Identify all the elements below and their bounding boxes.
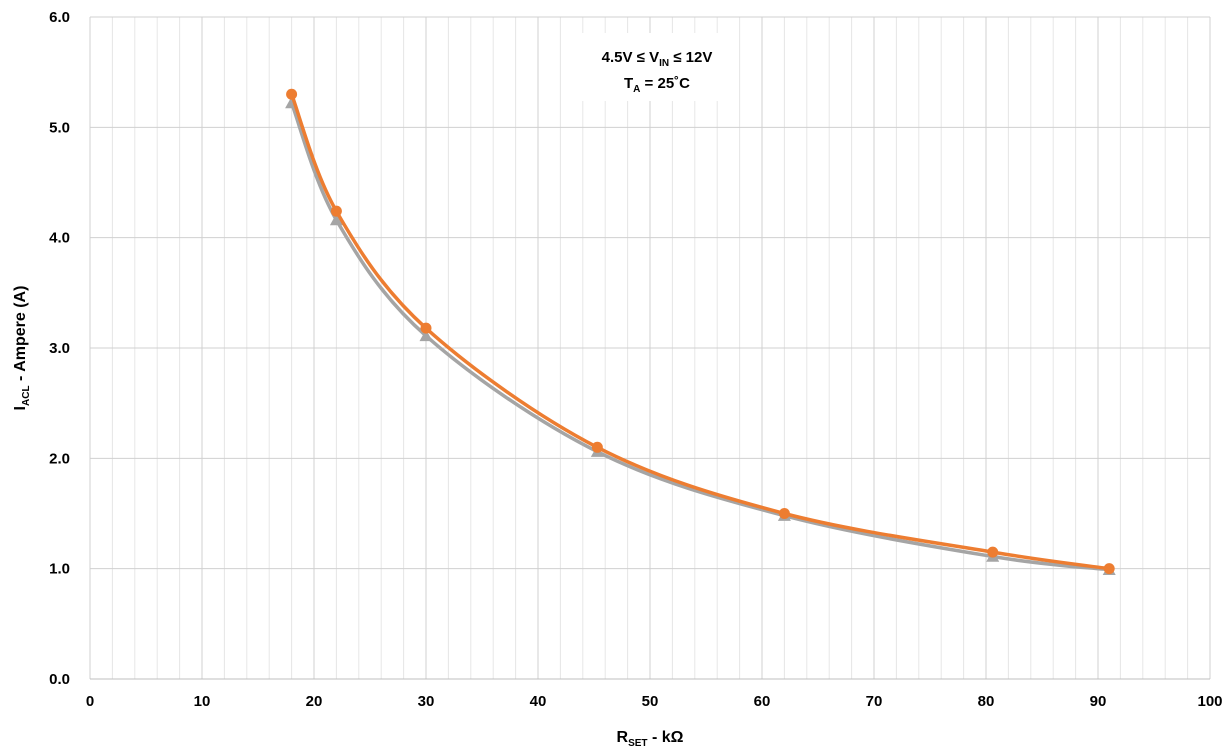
y-tick-label: 3.0 [49, 340, 70, 357]
x-tick-label: 50 [642, 693, 659, 710]
series-1-point [591, 441, 603, 453]
x-tick-labels: 0 10 20 30 40 50 60 70 80 90 100 [86, 693, 1223, 710]
annotation-background [580, 33, 735, 101]
x-tick-label: 40 [530, 693, 547, 710]
x-tick-label: 70 [866, 693, 883, 710]
series-1-point [420, 322, 432, 334]
x-tick-label: 60 [754, 693, 771, 710]
series-1-point [286, 88, 298, 100]
series-2-line [289, 101, 1111, 572]
x-tick-label: 100 [1197, 693, 1222, 710]
y-tick-label: 5.0 [49, 119, 70, 136]
series-1 [286, 88, 1115, 575]
annotation-line-1: 4.5V ≤ VIN ≤ 12V [602, 49, 713, 69]
y-tick-labels: 0.0 1.0 2.0 3.0 4.0 5.0 6.0 [49, 9, 70, 688]
series-layer [285, 88, 1116, 575]
annotation-line-2: TA = 25˚C [624, 75, 690, 95]
x-axis-title: RSET - kΩ [617, 729, 684, 749]
major-gridlines [89, 16, 1211, 680]
x-tick-label: 90 [1090, 693, 1107, 710]
series-1-point [987, 546, 999, 558]
series-2-point [329, 213, 343, 226]
y-tick-label: 1.0 [49, 561, 70, 578]
y-tick-label: 2.0 [49, 450, 70, 467]
x-tick-label: 0 [86, 693, 94, 710]
y-tick-label: 0.0 [49, 671, 70, 688]
series-2 [285, 96, 1116, 575]
series-1-point [1103, 563, 1115, 575]
series-1-point [778, 508, 790, 519]
series-1-line [289, 92, 1111, 571]
y-tick-label: 6.0 [49, 9, 70, 26]
y-axis-title: IACL - Ampere (A) [12, 286, 32, 411]
annotation: 4.5V ≤ VIN ≤ 12V TA = 25˚C [580, 33, 735, 101]
x-tick-label: 20 [306, 693, 323, 710]
y-tick-label: 4.0 [49, 230, 70, 247]
x-tick-label: 80 [978, 693, 995, 710]
series-2-point [419, 329, 433, 342]
series-1-point [330, 205, 342, 217]
x-tick-label: 10 [194, 693, 211, 710]
x-tick-label: 30 [418, 693, 435, 710]
